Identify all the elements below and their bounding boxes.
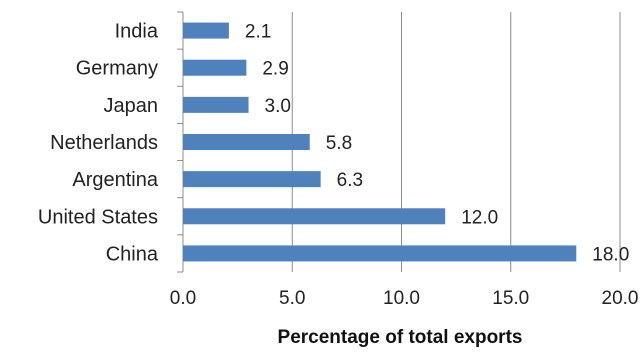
data-label: 3.0 bbox=[265, 96, 291, 117]
x-tick-label: 5.0 bbox=[279, 288, 305, 309]
data-label: 12.0 bbox=[461, 207, 498, 228]
bar-netherlands bbox=[183, 134, 310, 150]
bars bbox=[183, 22, 577, 262]
bar-india bbox=[183, 22, 229, 39]
x-tick-label: 0.0 bbox=[170, 288, 196, 309]
data-label: 2.9 bbox=[262, 59, 288, 80]
category-label: Netherlands bbox=[50, 132, 158, 154]
category-label: China bbox=[106, 243, 159, 265]
x-axis-title: Percentage of total exports bbox=[278, 327, 523, 348]
category-label: Japan bbox=[104, 95, 159, 117]
data-label: 5.8 bbox=[326, 133, 352, 154]
bar-germany bbox=[183, 59, 247, 76]
category-label: Argentina bbox=[72, 169, 158, 191]
bar-argentina bbox=[183, 171, 321, 188]
x-tick-label: 20.0 bbox=[602, 288, 639, 309]
axes bbox=[177, 11, 184, 273]
x-tick-label: 10.0 bbox=[383, 288, 420, 309]
data-label: 6.3 bbox=[337, 170, 363, 191]
bar-united-states bbox=[183, 208, 446, 225]
x-tick-label: 15.0 bbox=[492, 288, 529, 309]
data-label: 2.1 bbox=[245, 22, 271, 43]
labels: 0.0 5.0 10.0 15.0 20.0 India 2.1 Germany 2.9 Japa… bbox=[38, 21, 639, 309]
category-label: United States bbox=[38, 206, 158, 228]
bar-japan bbox=[183, 96, 249, 113]
bar-china bbox=[183, 245, 577, 262]
category-label: Germany bbox=[76, 58, 158, 80]
category-label: India bbox=[115, 21, 159, 43]
data-label: 18.0 bbox=[592, 244, 629, 265]
